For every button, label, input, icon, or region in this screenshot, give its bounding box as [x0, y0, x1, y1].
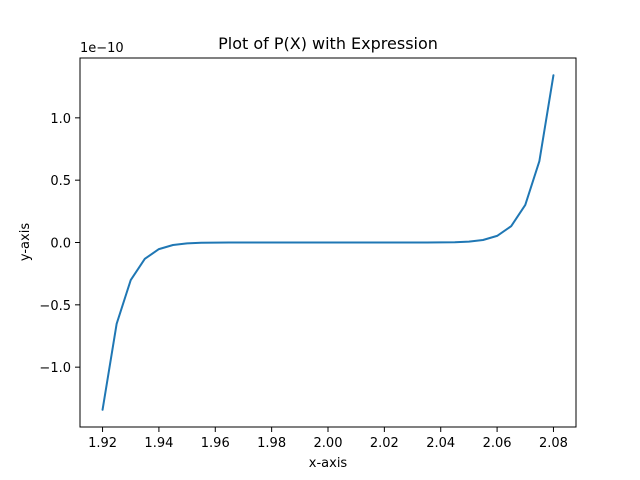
series-layer: [101, 74, 555, 411]
y-tick-label: 1.0: [50, 112, 71, 127]
x-tick-label: 1.94: [144, 436, 173, 451]
y-offset-label: 1e−10: [80, 41, 124, 56]
x-tick-label: 2.08: [539, 436, 568, 451]
x-tick-label: 1.98: [257, 436, 286, 451]
y-tick-label: 0.5: [50, 174, 71, 189]
x-axis-ticks: 1.92 1.94 1.96 1.98 2.00 2.02 2.04 2.06 2.08: [88, 427, 568, 451]
series-line-0: [101, 74, 555, 411]
chart-title: Plot of P(X) with Expression: [218, 34, 438, 53]
y-tick-label: −1.0: [39, 361, 71, 376]
y-axis-ticks: −1.0 −0.5 0.0 0.5 1.0: [39, 112, 80, 376]
x-tick-label: 2.02: [370, 436, 399, 451]
y-axis-label: y-axis: [18, 223, 33, 261]
x-tick-label: 1.92: [88, 436, 117, 451]
axes-frame: [79, 57, 577, 428]
x-tick-label: 2.06: [483, 436, 512, 451]
x-axis-label: x-axis: [309, 456, 348, 471]
plot-area: 1.92 1.94 1.96 1.98 2.00 2.02 2.04 2.06 2.08 −1.…: [39, 57, 577, 451]
x-tick-label: 2.00: [314, 436, 343, 451]
y-tick-label: −0.5: [39, 299, 71, 314]
y-tick-label: 0.0: [50, 237, 71, 252]
x-tick-label: 1.96: [201, 436, 230, 451]
x-tick-label: 2.04: [426, 436, 455, 451]
